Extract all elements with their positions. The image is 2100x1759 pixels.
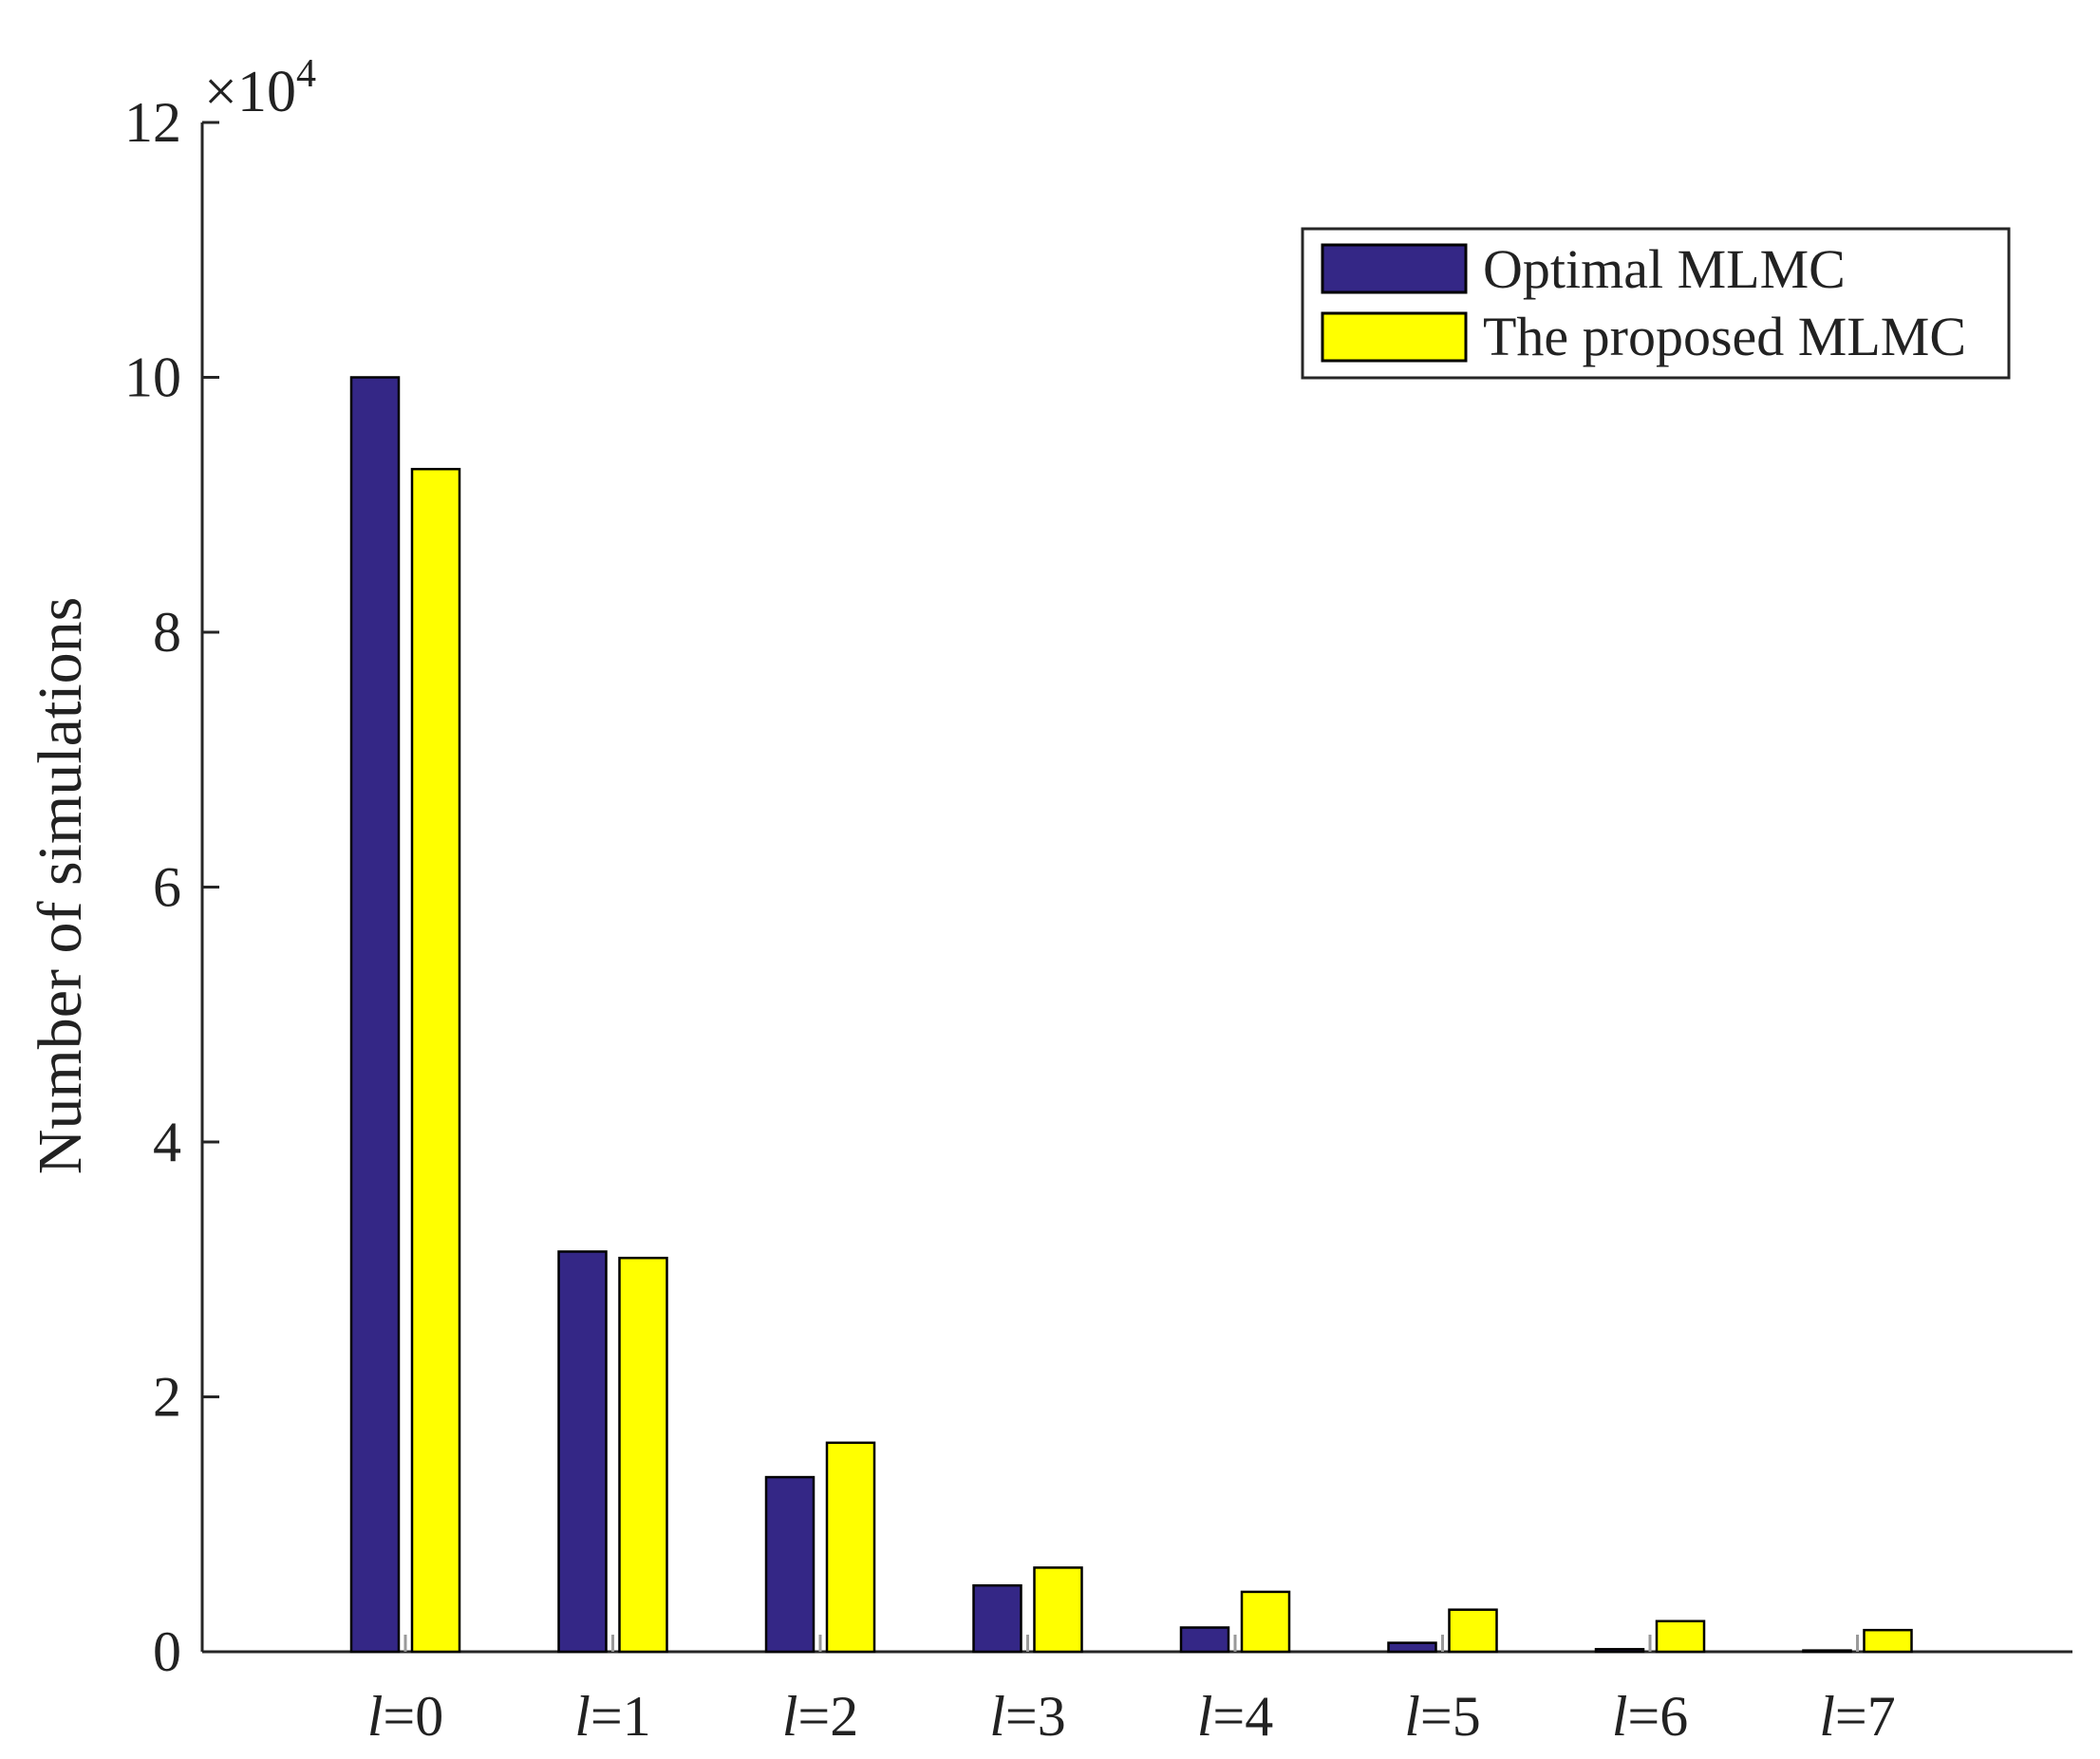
y-ticks: 0 2 4 6 8 10 12	[124, 91, 219, 1683]
y-tick-label: 2	[153, 1366, 181, 1429]
y-tick-label: 8	[153, 601, 181, 664]
category-variable: l	[367, 1685, 384, 1748]
bar-proposed-mlmc-3	[1033, 1566, 1083, 1654]
y-tick-label: 0	[153, 1620, 181, 1683]
category-value: =4	[1212, 1685, 1273, 1748]
x-tick-label: l=0	[367, 1685, 444, 1748]
legend-label-proposed-mlmc: The proposed MLMC	[1483, 306, 1966, 367]
legend-swatch-optimal-mlmc	[1321, 243, 1468, 294]
bar-proposed-mlmc-4	[1240, 1590, 1291, 1654]
bar-proposed-mlmc-2	[825, 1441, 876, 1654]
legend: Optimal MLMC The proposed MLMC	[1301, 227, 2011, 380]
y-axis-multiplier: ×10	[204, 60, 296, 124]
category-variable: l	[1404, 1685, 1420, 1748]
category-variable: l	[1612, 1685, 1628, 1748]
y-axis-exponent: 4	[296, 52, 316, 96]
category-variable: l	[574, 1685, 591, 1748]
x-tick-label: l=1	[574, 1685, 651, 1748]
y-tick-label: 12	[124, 91, 181, 154]
category-value: =1	[591, 1685, 651, 1748]
bars	[349, 376, 1913, 1654]
y-tick-label: 6	[153, 856, 181, 919]
bar-optimal-mlmc-5	[1387, 1641, 1437, 1654]
category-variable: l	[989, 1685, 1005, 1748]
category-value: =6	[1627, 1685, 1688, 1748]
bar-proposed-mlmc-6	[1655, 1619, 1706, 1654]
category-variable: l	[782, 1685, 798, 1748]
bar-optimal-mlmc-4	[1179, 1626, 1230, 1654]
legend-swatch-proposed-mlmc	[1321, 311, 1468, 363]
y-tick-label: 4	[153, 1111, 181, 1173]
category-value: =3	[1005, 1685, 1066, 1748]
x-tick-label: l=3	[989, 1685, 1066, 1748]
bar-optimal-mlmc-0	[349, 376, 401, 1654]
y-tick-label: 10	[124, 346, 181, 409]
category-variable: l	[1197, 1685, 1213, 1748]
bar-optimal-mlmc-6	[1594, 1648, 1645, 1654]
x-tick-labels: l=0 l=1 l=2 l=3 l=4 l=5 l=6 l=7	[367, 1635, 1896, 1748]
y-axis-exponent-label: ×104	[204, 52, 316, 124]
category-value: =0	[383, 1685, 443, 1748]
bar-optimal-mlmc-7	[1802, 1649, 1852, 1654]
bar-proposed-mlmc-7	[1863, 1628, 1913, 1654]
bar-proposed-mlmc-1	[618, 1256, 668, 1654]
bar-optimal-mlmc-3	[972, 1583, 1022, 1654]
category-value: =7	[1835, 1685, 1896, 1748]
y-axis-label: Number of simulations	[26, 597, 95, 1175]
x-tick-label: l=4	[1197, 1685, 1274, 1748]
bar-proposed-mlmc-5	[1448, 1608, 1498, 1654]
bar-optimal-mlmc-2	[764, 1475, 816, 1654]
x-tick-label: l=2	[782, 1685, 859, 1748]
x-tick-label: l=7	[1819, 1685, 1896, 1748]
category-value: =2	[797, 1685, 858, 1748]
x-tick-label: l=5	[1404, 1685, 1481, 1748]
bar-proposed-mlmc-0	[410, 467, 461, 1654]
legend-label-optimal-mlmc: Optimal MLMC	[1483, 238, 1846, 300]
category-variable: l	[1819, 1685, 1835, 1748]
x-tick-label: l=6	[1612, 1685, 1689, 1748]
bar-optimal-mlmc-1	[557, 1250, 608, 1654]
category-value: =5	[1420, 1685, 1481, 1748]
